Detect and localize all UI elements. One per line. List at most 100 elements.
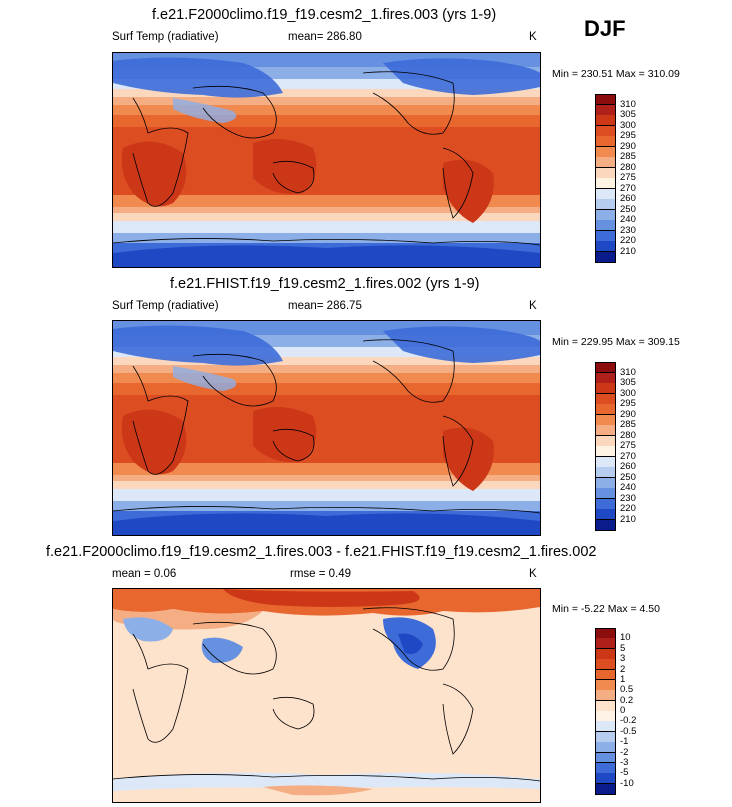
panel2-colorbar-swatch xyxy=(595,467,616,478)
panel1-colorbar-swatch xyxy=(595,251,616,263)
panel3-colorbar-swatch xyxy=(595,659,616,670)
panel3-colorbar-swatch xyxy=(595,783,616,795)
panel3-minmax: Min = -5.22 Max = 4.50 xyxy=(552,603,660,615)
panel3-colorbar-label: -1 xyxy=(620,736,629,748)
panel2-variable: Surf Temp (radiative) xyxy=(112,300,219,312)
panel2-colorbar-label: 295 xyxy=(620,398,636,409)
panel2-colorbar-label: 300 xyxy=(620,387,636,399)
panel3-title: f.e21.F2000climo.f19_f19.cesm2_1.fires.0… xyxy=(46,544,597,560)
panel3-colorbar: 10 5 3 2 1 0.5 0.2 0 -0.2 -0.5 -1 -2 -3 -5 -10 xyxy=(595,628,655,795)
panel2-colorbar-swatch xyxy=(595,393,616,405)
panel3-colorbar-label: 0 xyxy=(620,705,626,716)
panel1-colorbar-label: 250 xyxy=(620,203,636,215)
panel3-colorbar-label: -10 xyxy=(620,777,634,789)
panel2-colorbar-swatch xyxy=(595,446,616,457)
panel3-colorbar-label: 1 xyxy=(620,673,626,685)
panel3-mean: mean = 0.06 xyxy=(112,568,177,580)
panel1-colorbar-swatch xyxy=(595,178,616,189)
panel1-colorbar-swatch xyxy=(595,188,616,200)
panel2-temperature-field xyxy=(113,321,540,535)
panel1-colorbar-label: 305 xyxy=(620,109,636,120)
panel2-colorbar-swatch xyxy=(595,362,616,373)
panel1-colorbar-swatch xyxy=(595,104,616,116)
panel2-colorbar-label: 270 xyxy=(620,450,636,462)
panel2-colorbar-label: 250 xyxy=(620,471,636,483)
panel2-colorbar-swatch xyxy=(595,372,616,384)
panel3-colorbar-label: 5 xyxy=(620,642,626,654)
panel2-colorbar-label: 240 xyxy=(620,482,636,493)
panel1-temperature-field xyxy=(113,53,540,267)
panel3-colorbar-label: 3 xyxy=(620,653,626,665)
panel3-colorbar-swatch xyxy=(595,669,616,681)
panel1-mean: mean= 286.80 xyxy=(288,31,362,43)
panel3-units: K xyxy=(529,568,537,580)
panel2-units: K xyxy=(529,300,537,312)
season-label: DJF xyxy=(584,16,626,41)
panel1-colorbar-label: 275 xyxy=(620,172,636,183)
panel3-colorbar-label: 0.5 xyxy=(620,684,634,696)
panel2-minmax: Min = 229.95 Max = 309.15 xyxy=(552,336,680,348)
panel1-colorbar-label: 280 xyxy=(620,161,636,173)
panel2-title: f.e21.FHIST.f19_f19.cesm2_1.fires.002 (y… xyxy=(170,276,480,292)
panel1-colorbar-label: 270 xyxy=(620,182,636,194)
panel2-colorbar-swatch xyxy=(595,519,616,531)
panel3-colorbar-swatch xyxy=(595,721,616,733)
panel1-colorbar-label: 220 xyxy=(620,235,636,246)
panel1-colorbar-swatch xyxy=(595,241,616,252)
panel2-colorbar-swatch xyxy=(595,498,616,510)
panel2-colorbar-label: 230 xyxy=(620,492,636,504)
panel2-colorbar-swatch xyxy=(595,383,616,394)
panel1-colorbar-swatch xyxy=(595,125,616,137)
panel3-colorbar-swatch xyxy=(595,648,616,660)
panel2-colorbar-swatch xyxy=(595,414,616,426)
panel3-colorbar-swatch xyxy=(595,638,616,650)
panel2-colorbar-swatch xyxy=(595,456,616,468)
panel2-colorbar-swatch xyxy=(595,435,616,447)
panel1-colorbar-label: 210 xyxy=(620,245,636,257)
panel1-colorbar-swatch xyxy=(595,167,616,179)
panel2-colorbar-label: 260 xyxy=(620,461,636,472)
panel3-colorbar-swatch xyxy=(595,700,616,712)
panel2-colorbar-swatch xyxy=(595,488,616,499)
panel1-units: K xyxy=(529,31,537,43)
panel1-colorbar-label: 240 xyxy=(620,214,636,225)
panel3-difference-field xyxy=(113,589,540,802)
panel2-colorbar-label: 310 xyxy=(620,366,636,378)
panel1-colorbar: 310 305 300 295 290 285 280 275 270 260 250 240 230 2… xyxy=(595,94,655,263)
panel1-colorbar-label: 300 xyxy=(620,119,636,131)
panel3-colorbar-swatch xyxy=(595,752,616,764)
panel2-map xyxy=(112,320,541,536)
panel3-colorbar-swatch xyxy=(595,628,616,639)
panel3-colorbar-swatch xyxy=(595,731,616,743)
panel2-colorbar-swatch xyxy=(595,477,616,489)
panel1-colorbar-label: 295 xyxy=(620,130,636,141)
panel3-map xyxy=(112,588,541,803)
panel1-colorbar-swatch xyxy=(595,94,616,105)
panel1-colorbar-label: 260 xyxy=(620,193,636,204)
panel1-map xyxy=(112,52,541,268)
panel3-colorbar-swatch xyxy=(595,762,616,774)
panel1-colorbar-swatch xyxy=(595,199,616,210)
panel1-minmax: Min = 230.51 Max = 310.09 xyxy=(552,68,680,80)
panel1-title: f.e21.F2000climo.f19_f19.cesm2_1.fires.0… xyxy=(152,7,497,23)
panel2-mean: mean= 286.75 xyxy=(288,300,362,312)
panel2-colorbar-label: 290 xyxy=(620,408,636,420)
panel3-colorbar-label: -0.2 xyxy=(620,715,637,727)
panel3-colorbar-label: -0.5 xyxy=(620,725,637,737)
panel3-colorbar-label: 10 xyxy=(620,632,631,644)
panel3-colorbar-swatch xyxy=(595,773,616,785)
panel2-colorbar-swatch xyxy=(595,404,616,415)
panel2-colorbar-label: 280 xyxy=(620,429,636,441)
panel1-colorbar-swatch xyxy=(595,146,616,158)
panel2-colorbar-label: 220 xyxy=(620,503,636,514)
panel2-colorbar-label: 275 xyxy=(620,440,636,451)
panel1-colorbar-swatch xyxy=(595,157,616,168)
panel3-colorbar-label: 2 xyxy=(620,663,626,675)
panel1-colorbar-swatch xyxy=(595,220,616,231)
panel2-colorbar-label: 305 xyxy=(620,377,636,388)
panel1-colorbar-swatch xyxy=(595,209,616,221)
panel3-colorbar-swatch xyxy=(595,742,616,753)
panel1-colorbar-swatch xyxy=(595,115,616,126)
panel1-colorbar-label: 285 xyxy=(620,151,636,162)
panel2-colorbar-label: 285 xyxy=(620,419,636,430)
